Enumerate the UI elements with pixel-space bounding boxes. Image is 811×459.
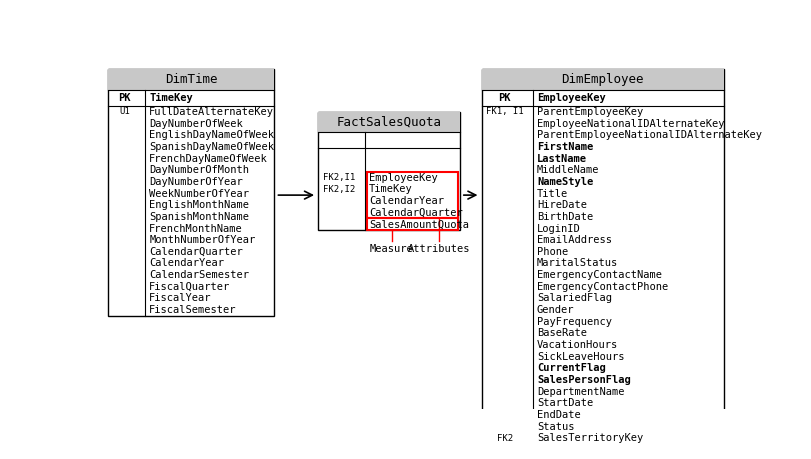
- Text: FK2: FK2: [497, 434, 513, 443]
- Text: EmployeeKey: EmployeeKey: [537, 93, 606, 103]
- Bar: [367, 218, 457, 230]
- Bar: [318, 112, 460, 230]
- Text: BaseRate: BaseRate: [537, 329, 587, 338]
- Text: LoginID: LoginID: [537, 224, 581, 234]
- Text: EmployeeKey: EmployeeKey: [369, 173, 438, 183]
- Text: ParentEmployeeNationalIDAlternateKey: ParentEmployeeNationalIDAlternateKey: [537, 130, 762, 140]
- Bar: [108, 69, 274, 316]
- Text: Phone: Phone: [537, 247, 569, 257]
- Text: WeekNumberOfYear: WeekNumberOfYear: [149, 189, 249, 199]
- Text: CalendarQuarter: CalendarQuarter: [369, 207, 463, 218]
- Text: EnglishDayNameOfWeek: EnglishDayNameOfWeek: [149, 130, 274, 140]
- Bar: [482, 69, 723, 444]
- Text: EnglishMonthName: EnglishMonthName: [149, 200, 249, 210]
- Text: SalesPersonFlag: SalesPersonFlag: [537, 375, 631, 385]
- Text: CalendarSemester: CalendarSemester: [149, 270, 249, 280]
- Text: EndDate: EndDate: [537, 410, 581, 420]
- Bar: [367, 172, 457, 218]
- Text: FrenchDayNameOfWeek: FrenchDayNameOfWeek: [149, 153, 268, 163]
- Bar: [108, 69, 274, 90]
- Text: SickLeaveHours: SickLeaveHours: [537, 352, 624, 362]
- Text: EmployeeNationalIDAlternateKey: EmployeeNationalIDAlternateKey: [537, 118, 724, 129]
- Bar: [482, 69, 723, 90]
- Text: TimeKey: TimeKey: [149, 93, 193, 103]
- Text: EmergencyContactName: EmergencyContactName: [537, 270, 662, 280]
- Text: StartDate: StartDate: [537, 398, 593, 409]
- Text: EmergencyContactPhone: EmergencyContactPhone: [537, 282, 668, 292]
- Text: PK: PK: [118, 93, 131, 103]
- Text: FactSalesQuota: FactSalesQuota: [337, 115, 441, 129]
- Text: FiscalQuarter: FiscalQuarter: [149, 282, 230, 292]
- Bar: [318, 112, 460, 132]
- Text: DepartmentName: DepartmentName: [537, 387, 624, 397]
- Text: CurrentFlag: CurrentFlag: [537, 364, 606, 374]
- Text: FullDateAlternateKey: FullDateAlternateKey: [149, 107, 274, 117]
- Text: CalendarYear: CalendarYear: [369, 196, 444, 206]
- Text: FirstName: FirstName: [537, 142, 593, 152]
- Text: DayNumberOfYear: DayNumberOfYear: [149, 177, 242, 187]
- Text: Measure: Measure: [370, 244, 414, 254]
- Text: SalariedFlag: SalariedFlag: [537, 293, 612, 303]
- Text: SalesTerritoryKey: SalesTerritoryKey: [537, 433, 643, 443]
- Text: LastName: LastName: [537, 153, 587, 163]
- Text: SpanishMonthName: SpanishMonthName: [149, 212, 249, 222]
- Text: CalendarQuarter: CalendarQuarter: [149, 247, 242, 257]
- Text: SpanishDayNameOfWeek: SpanishDayNameOfWeek: [149, 142, 274, 152]
- Text: FK1, I1: FK1, I1: [486, 107, 524, 117]
- Text: CalendarYear: CalendarYear: [149, 258, 224, 269]
- Text: TimeKey: TimeKey: [369, 184, 413, 194]
- Text: DayNumberOfMonth: DayNumberOfMonth: [149, 165, 249, 175]
- Text: MonthNumberOfYear: MonthNumberOfYear: [149, 235, 255, 245]
- Text: MaritalStatus: MaritalStatus: [537, 258, 618, 269]
- Text: DayNumberOfWeek: DayNumberOfWeek: [149, 118, 242, 129]
- Text: Status: Status: [537, 422, 574, 432]
- Text: MiddleName: MiddleName: [537, 165, 599, 175]
- Text: Title: Title: [537, 189, 569, 199]
- Text: BirthDate: BirthDate: [537, 212, 593, 222]
- Text: FiscalSemester: FiscalSemester: [149, 305, 237, 315]
- Text: DimTime: DimTime: [165, 73, 217, 86]
- Text: ParentEmployeeKey: ParentEmployeeKey: [537, 107, 643, 117]
- Text: FrenchMonthName: FrenchMonthName: [149, 224, 242, 234]
- Text: U1: U1: [119, 107, 130, 117]
- Text: PayFrequency: PayFrequency: [537, 317, 612, 327]
- Text: FK2,I1: FK2,I1: [324, 173, 355, 182]
- Text: FK2,I2: FK2,I2: [324, 185, 355, 194]
- Text: PK: PK: [499, 93, 511, 103]
- Text: HireDate: HireDate: [537, 200, 587, 210]
- Text: NameStyle: NameStyle: [537, 177, 593, 187]
- Text: VacationHours: VacationHours: [537, 340, 618, 350]
- Text: FiscalYear: FiscalYear: [149, 293, 212, 303]
- Text: Gender: Gender: [537, 305, 574, 315]
- Text: DimEmployee: DimEmployee: [561, 73, 644, 86]
- Text: SalesAmountQuota: SalesAmountQuota: [369, 219, 469, 229]
- Text: EmailAddress: EmailAddress: [537, 235, 612, 245]
- Text: Attributes: Attributes: [408, 244, 470, 254]
